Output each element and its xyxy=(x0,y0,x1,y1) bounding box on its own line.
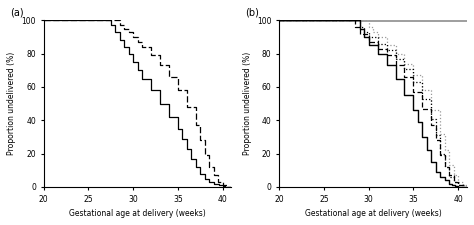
Text: (a): (a) xyxy=(10,7,23,17)
X-axis label: Gestational age at delivery (weeks): Gestational age at delivery (weeks) xyxy=(305,209,441,218)
X-axis label: Gestational age at delivery (weeks): Gestational age at delivery (weeks) xyxy=(69,209,206,218)
Y-axis label: Proportion undelivered (%): Proportion undelivered (%) xyxy=(243,52,252,155)
Y-axis label: Proportion undelivered (%): Proportion undelivered (%) xyxy=(7,52,16,155)
Bar xyxy=(279,19,467,22)
Text: (b): (b) xyxy=(246,7,259,17)
